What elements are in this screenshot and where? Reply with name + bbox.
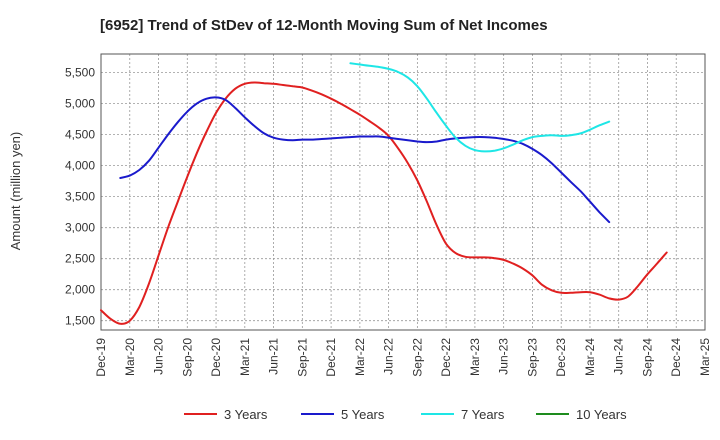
x-tick-label: Mar-22 <box>353 338 367 376</box>
x-tick-label: Dec-22 <box>439 338 453 377</box>
y-tick-label: 2,500 <box>65 252 95 266</box>
x-tick-label: Dec-19 <box>94 338 108 377</box>
series-line-7-years <box>349 62 611 153</box>
x-tick-label: Sep-24 <box>640 338 654 377</box>
x-tick-label: Mar-20 <box>123 338 137 376</box>
x-tick-label: Jun-24 <box>612 338 626 375</box>
chart-title: [6952] Trend of StDev of 12-Month Moving… <box>100 17 548 34</box>
y-tick-label: 3,500 <box>65 190 95 204</box>
y-axis-label: Amount (million yen) <box>8 132 23 251</box>
x-tick-label: Sep-23 <box>525 338 539 377</box>
legend-label: 10 Years <box>576 407 627 422</box>
x-tick-label: Mar-24 <box>583 338 597 376</box>
y-tick-label: 5,000 <box>65 97 95 111</box>
x-tick-label: Mar-25 <box>698 338 712 376</box>
x-tick-label: Sep-20 <box>180 338 194 377</box>
y-tick-label: 1,500 <box>65 314 95 328</box>
y-tick-label: 4,000 <box>65 159 95 173</box>
x-tick-label: Jun-23 <box>497 338 511 375</box>
y-tick-label: 3,000 <box>65 221 95 235</box>
plot-frame <box>100 53 706 331</box>
legend-label: 3 Years <box>224 407 268 422</box>
y-tick-label: 4,500 <box>65 128 95 142</box>
x-tick-label: Mar-23 <box>468 338 482 376</box>
series-line-5-years <box>119 96 611 224</box>
x-tick-label: Dec-21 <box>324 338 338 377</box>
y-tick-label: 5,500 <box>65 66 95 80</box>
plot-area: 1,500 2,000 2,500 3,000 3,500 4,000 4,500 5,000… <box>65 53 712 377</box>
x-tick-label: Mar-21 <box>238 338 252 376</box>
legend-label: 5 Years <box>341 407 385 422</box>
y-tick-label: 2,000 <box>65 283 95 297</box>
x-tick-label: Dec-24 <box>669 338 683 377</box>
legend-label: 7 Years <box>461 407 505 422</box>
x-tick-label: Sep-21 <box>295 338 309 377</box>
x-tick-label: Sep-22 <box>410 338 424 377</box>
x-tick-label: Jun-21 <box>267 338 281 375</box>
x-tick-label: Dec-20 <box>209 338 223 377</box>
x-tick-label: Jun-20 <box>152 338 166 375</box>
series-line-3-years <box>100 81 668 325</box>
x-tick-label: Dec-23 <box>554 338 568 377</box>
legend: 3 Years 5 Years 7 Years 10 Years <box>184 407 627 422</box>
plot-background <box>101 54 705 330</box>
x-tick-label: Jun-22 <box>382 338 396 375</box>
